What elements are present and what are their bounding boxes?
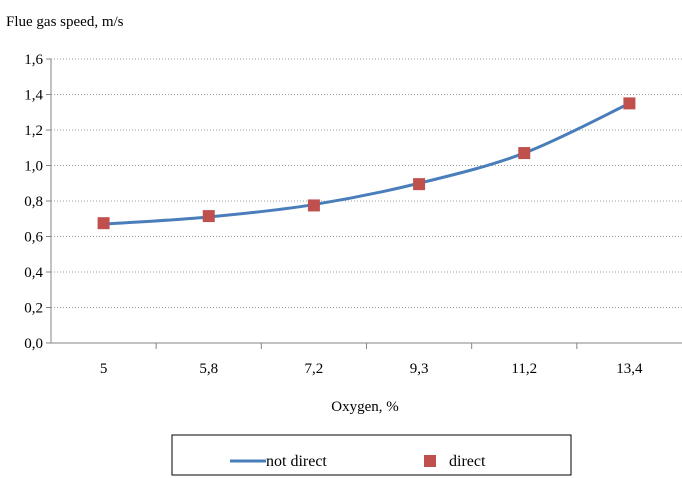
data-point-direct: [202, 210, 215, 223]
series-line-not-direct: [103, 102, 631, 226]
legend-label-direct: direct: [449, 453, 486, 470]
x-tick-labels: 5 5,8 7,2 9,3 11,2 13,4: [100, 361, 643, 377]
y-tick-label: 0,0: [24, 336, 43, 352]
x-tick-label: 13,4: [616, 361, 643, 377]
y-tick-label: 1,0: [24, 159, 43, 175]
axes: [46, 58, 682, 349]
y-axis-title: Flue gas speed, m/s: [6, 14, 124, 30]
legend: not direct direct: [171, 434, 572, 476]
data-point-direct: [413, 178, 426, 191]
y-tick-labels: 0,0 0,2 0,4 0,6 0,8 1,0 1,2 1,4 1,6: [24, 52, 43, 352]
y-tick-label: 0,6: [24, 230, 43, 246]
data-point-direct: [97, 217, 110, 230]
x-tick-label: 5: [100, 361, 108, 377]
x-axis-title: Oxygen, %: [331, 399, 399, 415]
data-point-direct: [518, 147, 531, 160]
data-point-direct: [307, 199, 320, 212]
series-layer: [97, 97, 636, 230]
x-tick-label: 11,2: [511, 361, 537, 377]
y-tick-label: 1,6: [24, 52, 43, 68]
x-tick-label: 7,2: [305, 361, 324, 377]
legend-label-not-direct: not direct: [266, 453, 327, 470]
legend-box: [171, 434, 572, 476]
y-tick-label: 0,2: [24, 301, 43, 317]
y-tick-label: 0,8: [24, 194, 43, 210]
x-tick-label: 5,8: [199, 361, 218, 377]
x-tick-label: 9,3: [410, 361, 429, 377]
y-tick-label: 1,4: [24, 88, 43, 104]
data-point-direct: [623, 97, 636, 110]
y-tick-label: 1,2: [24, 123, 43, 139]
legend-marker-swatch: [424, 455, 436, 467]
y-tick-label: 0,4: [24, 265, 43, 281]
gridlines: [51, 58, 682, 308]
